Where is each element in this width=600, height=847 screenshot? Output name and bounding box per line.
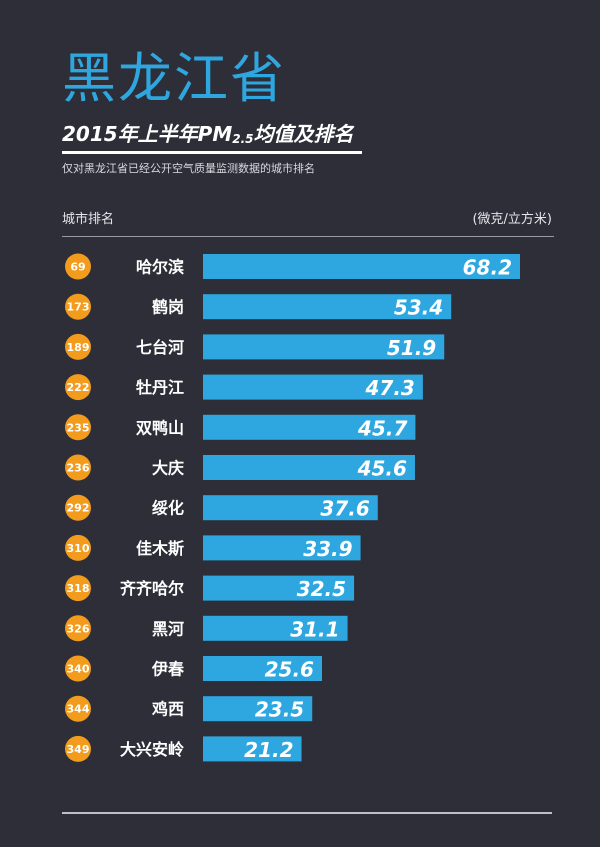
rank-badge <box>65 735 91 762</box>
city-label: 伊春 <box>151 660 185 679</box>
chart-row: 344 鸡西 23.5 <box>65 695 313 722</box>
bar <box>203 495 378 521</box>
value-label: 45.6 <box>357 457 407 481</box>
header-divider <box>62 236 554 237</box>
bar <box>203 374 423 400</box>
value-label: 23.5 <box>255 698 304 722</box>
bar <box>203 535 361 561</box>
province-title: 黑龙江省 <box>62 47 286 110</box>
value-label: 37.6 <box>320 497 369 521</box>
bar <box>203 615 348 641</box>
rank-badge <box>65 615 91 642</box>
chart-row: 318 齐齐哈尔 32.5 <box>65 575 355 602</box>
rank-label: 189 <box>67 341 90 354</box>
rank-label: 318 <box>67 582 90 595</box>
title-pm-subscript: 2.5 <box>232 132 254 146</box>
chart-note: 仅对黑龙江省已经公开空气质量监测数据的城市排名 <box>62 162 315 175</box>
rank-label: 69 <box>70 261 85 274</box>
header-city-rank: 城市排名 <box>62 212 115 227</box>
title-suffix: 均值及排名 <box>253 122 354 146</box>
city-label: 佳木斯 <box>136 539 184 558</box>
rank-badge <box>65 293 91 320</box>
chart-row: 236 大庆 45.6 <box>65 454 415 481</box>
rank-badge <box>65 333 91 360</box>
city-label: 双鸭山 <box>136 418 184 437</box>
value-label: 31.1 <box>290 617 339 641</box>
city-label: 绥化 <box>152 499 184 518</box>
rank-label: 340 <box>67 663 90 676</box>
title-pm: PM <box>197 122 233 146</box>
rank-label: 235 <box>67 421 90 434</box>
value-label: 68.2 <box>463 256 512 280</box>
rank-badge <box>65 534 91 561</box>
value-label: 33.9 <box>303 537 352 561</box>
bar <box>203 696 313 722</box>
rank-label: 292 <box>67 502 90 515</box>
chart-row: 340 伊春 25.6 <box>65 655 322 682</box>
header-unit: (微克/立方米) <box>472 212 552 227</box>
bar <box>203 575 355 601</box>
rank-label: 236 <box>67 462 90 475</box>
value-label: 53.4 <box>394 296 443 320</box>
title-underline <box>62 151 362 154</box>
bar <box>203 455 415 480</box>
chart-row: 310 佳木斯 33.9 <box>65 534 361 561</box>
bar <box>203 414 416 440</box>
rank-label: 222 <box>67 381 90 394</box>
bottom-divider <box>62 812 552 814</box>
value-label: 51.9 <box>387 336 436 360</box>
city-label: 鸡西 <box>151 700 184 719</box>
chart-row: 173 鹤岗 53.4 <box>65 293 452 320</box>
rank-label: 349 <box>67 743 90 756</box>
city-label: 齐齐哈尔 <box>120 579 184 598</box>
city-label: 哈尔滨 <box>136 258 184 277</box>
rank-label: 344 <box>67 703 90 716</box>
chart-row: 235 双鸭山 45.7 <box>65 414 416 441</box>
value-label: 21.2 <box>244 738 293 762</box>
value-label: 25.6 <box>265 658 314 682</box>
chart-row: 189 七台河 51.9 <box>65 333 445 360</box>
value-label: 45.7 <box>357 416 407 440</box>
rank-badge <box>65 695 91 722</box>
chart-title: 2015年上半年PM2.5均值及排名 <box>62 118 354 147</box>
table-header: 城市排名 (微克/立方米) <box>62 208 552 227</box>
bar <box>203 656 322 681</box>
title-year: 2015年上半年 <box>62 122 198 146</box>
chart-row: 349 大兴安岭 21.2 <box>65 735 302 762</box>
rank-label: 173 <box>67 301 90 314</box>
city-label: 鹤岗 <box>152 298 184 317</box>
bar <box>203 736 302 762</box>
bar <box>203 254 520 279</box>
city-label: 大兴安岭 <box>120 740 184 759</box>
rank-label: 326 <box>67 622 90 635</box>
bar <box>203 294 452 320</box>
rank-badge <box>65 454 91 481</box>
value-label: 32.5 <box>297 577 346 601</box>
rank-badge <box>65 494 91 521</box>
city-label: 大庆 <box>152 459 184 478</box>
chart-row: 222 牡丹江 47.3 <box>65 374 423 401</box>
rank-badge <box>65 575 91 602</box>
rank-badge <box>65 374 91 401</box>
chart-row: 326 黑河 31.1 <box>65 615 348 642</box>
rank-badge <box>65 253 91 280</box>
rank-badge <box>65 414 91 441</box>
chart-row: 292 绥化 37.6 <box>65 494 378 521</box>
city-label: 七台河 <box>136 338 184 357</box>
city-label: 黑河 <box>152 619 184 638</box>
chart-row: 69 哈尔滨 68.2 <box>65 253 520 280</box>
city-label: 牡丹江 <box>136 378 184 397</box>
rank-badge <box>65 655 91 682</box>
rank-label: 310 <box>67 542 90 555</box>
bar <box>203 334 445 360</box>
value-label: 47.3 <box>364 376 414 400</box>
